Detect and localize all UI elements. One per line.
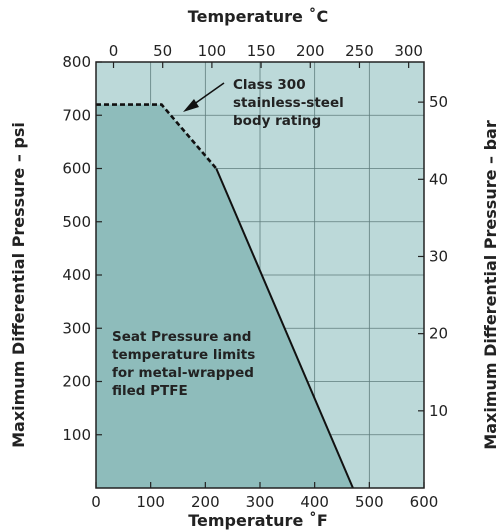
tick-label-psi: 500 — [62, 213, 91, 231]
tick-label-bar: 20 — [429, 325, 448, 343]
seat-limits-line: temperature limits — [112, 347, 255, 363]
tick-label-celsius: 50 — [153, 42, 172, 60]
tick-label-fahrenheit: 100 — [136, 493, 165, 511]
tick-label-bar: 30 — [429, 247, 448, 265]
top-axis-title: Temperature ˚C — [188, 7, 328, 26]
tick-label-fahrenheit: 300 — [246, 493, 275, 511]
tick-label-fahrenheit: 200 — [191, 493, 220, 511]
tick-label-fahrenheit: 500 — [355, 493, 384, 511]
tick-label-bar: 10 — [429, 402, 448, 420]
tick-label-celsius: 200 — [296, 42, 325, 60]
tick-label-psi: 600 — [62, 160, 91, 178]
seat-limits-line: for metal-wrapped — [112, 365, 254, 381]
tick-label-psi: 100 — [62, 426, 91, 444]
seat-limits-annotation: Seat Pressure and temperature limits for m… — [112, 329, 255, 399]
tick-label-celsius: 0 — [109, 42, 119, 60]
body-rating-annotation: Class 300 stainless-steel body rating — [233, 77, 344, 129]
tick-label-bar: 50 — [429, 93, 448, 111]
seat-limits-line: Seat Pressure and — [112, 329, 251, 345]
tick-label-celsius: 150 — [247, 42, 276, 60]
tick-label-celsius: 100 — [198, 42, 227, 60]
right-axis-title: Maximum Differential Pressure – bar — [481, 120, 500, 450]
annotation-arrow-head — [183, 99, 199, 112]
bottom-axis-title: Temperature ˚F — [188, 511, 328, 530]
tick-label-psi: 700 — [62, 106, 91, 124]
tick-label-fahrenheit: 400 — [300, 493, 329, 511]
seat-limits-line: filed PTFE — [112, 383, 188, 399]
tick-label-fahrenheit: 0 — [91, 493, 101, 511]
tick-label-celsius: 300 — [394, 42, 423, 60]
limit-lines — [96, 103, 354, 489]
tick-label-psi: 800 — [62, 53, 91, 71]
body-rating-line: body rating — [233, 113, 321, 129]
seat-limit-region — [96, 104, 353, 488]
tick-label-bar: 40 — [429, 170, 448, 188]
tick-marks — [95, 61, 425, 488]
tick-label-fahrenheit: 600 — [410, 493, 439, 511]
tick-label-psi: 300 — [62, 319, 91, 337]
body-rating-line: Class 300 — [233, 77, 306, 93]
body-rating-line: stainless-steel — [233, 95, 344, 111]
series-line-dashed — [96, 103, 218, 170]
tick-labels: 0 100 200 300 400 500 600 0 50 100 150 200 250 300 100… — [62, 42, 448, 511]
series-line-solid — [215, 168, 354, 489]
tick-label-psi: 400 — [62, 266, 91, 284]
tick-label-celsius: 250 — [345, 42, 374, 60]
tick-label-psi: 200 — [62, 373, 91, 391]
left-axis-title: Maximum Differential Pressure – psi — [9, 122, 28, 448]
